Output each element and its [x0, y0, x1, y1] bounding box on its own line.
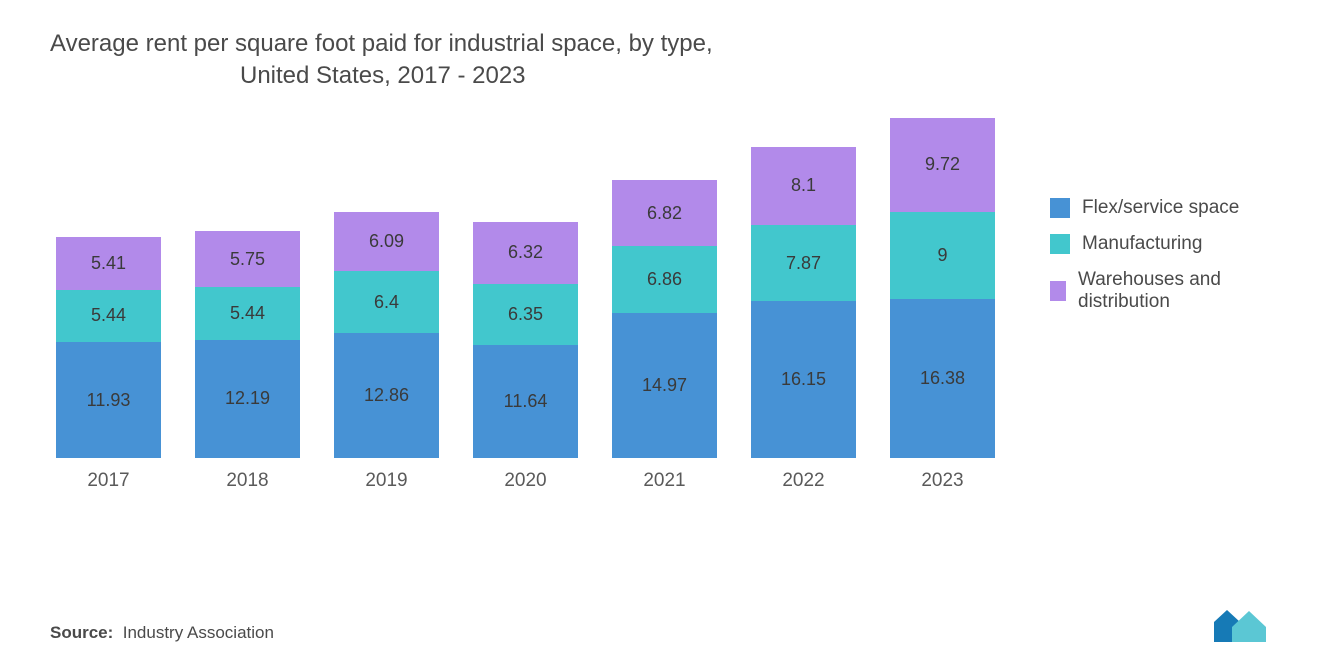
bar-segment: 6.4: [334, 271, 439, 333]
bar-column: 12.195.445.75 2018: [195, 231, 300, 491]
bar-column: 11.646.356.32 2020: [473, 222, 578, 491]
chart-title-line2: United States, 2017 - 2023: [50, 60, 770, 92]
legend-label: Manufacturing: [1082, 233, 1202, 255]
bar-segment: 9: [890, 212, 995, 299]
bar-column: 16.3899.72 2023: [890, 118, 995, 492]
legend-swatch: [1050, 234, 1070, 254]
x-axis-label: 2018: [226, 470, 268, 492]
legend-label: Warehouses and distribution: [1078, 269, 1270, 313]
bar-stack: 16.157.878.1: [751, 147, 856, 458]
bar-segment: 14.97: [612, 313, 717, 458]
source-line: Source: Industry Association: [50, 623, 274, 643]
bar-segment: 12.19: [195, 340, 300, 458]
x-axis-label: 2023: [921, 470, 963, 492]
bar-segment: 16.15: [751, 301, 856, 457]
bar-stack: 16.3899.72: [890, 118, 995, 458]
bar-segment: 11.93: [56, 342, 161, 458]
bar-segment: 5.75: [195, 231, 300, 287]
bar-column: 12.866.46.09 2019: [334, 212, 439, 492]
bar-segment: 6.82: [612, 180, 717, 246]
x-axis-label: 2022: [782, 470, 824, 492]
x-axis-label: 2021: [643, 470, 685, 492]
bar-stack: 14.976.866.82: [612, 180, 717, 458]
legend: Flex/service space Manufacturing Warehouse…: [1050, 197, 1270, 493]
legend-item: Warehouses and distribution: [1050, 269, 1270, 313]
x-axis-label: 2019: [365, 470, 407, 492]
bar-segment: 16.38: [890, 299, 995, 458]
bar-stack: 11.646.356.32: [473, 222, 578, 457]
chart-area: 11.935.445.41201712.195.445.75201812.866…: [50, 153, 1270, 493]
bar-column: 11.935.445.41 2017: [56, 237, 161, 492]
bar-stack: 12.866.46.09: [334, 212, 439, 458]
chart-title-line1: Average rent per square foot paid for in…: [50, 30, 713, 57]
legend-label: Flex/service space: [1082, 197, 1239, 219]
bar-column: 16.157.878.1 2022: [751, 147, 856, 492]
bar-segment: 7.87: [751, 225, 856, 301]
bar-segment: 5.41: [56, 237, 161, 289]
source-label: Source:: [50, 623, 113, 642]
bar-segment: 12.86: [334, 333, 439, 458]
legend-item: Manufacturing: [1050, 233, 1270, 255]
brand-logo: [1212, 604, 1270, 649]
bar-segment: 6.35: [473, 284, 578, 346]
bar-segment: 6.32: [473, 222, 578, 283]
bar-segment: 6.09: [334, 212, 439, 271]
bar-stack: 12.195.445.75: [195, 231, 300, 457]
bar-segment: 11.64: [473, 345, 578, 458]
bar-segment: 6.86: [612, 246, 717, 312]
x-axis-label: 2020: [504, 470, 546, 492]
bar-segment: 5.44: [195, 287, 300, 340]
legend-item: Flex/service space: [1050, 197, 1270, 219]
bar-segment: 9.72: [890, 118, 995, 212]
legend-swatch: [1050, 281, 1066, 301]
bar-stack: 11.935.445.41: [56, 237, 161, 458]
bar-segment: 5.44: [56, 290, 161, 343]
x-axis-label: 2017: [87, 470, 129, 492]
bar-segment: 8.1: [751, 147, 856, 225]
bar-plot: 11.935.445.41201712.195.445.75201812.866…: [50, 153, 995, 493]
chart-title: Average rent per square foot paid for in…: [50, 28, 770, 93]
legend-swatch: [1050, 198, 1070, 218]
bar-column: 14.976.866.82 2021: [612, 180, 717, 492]
source-text: Industry Association: [123, 623, 274, 642]
